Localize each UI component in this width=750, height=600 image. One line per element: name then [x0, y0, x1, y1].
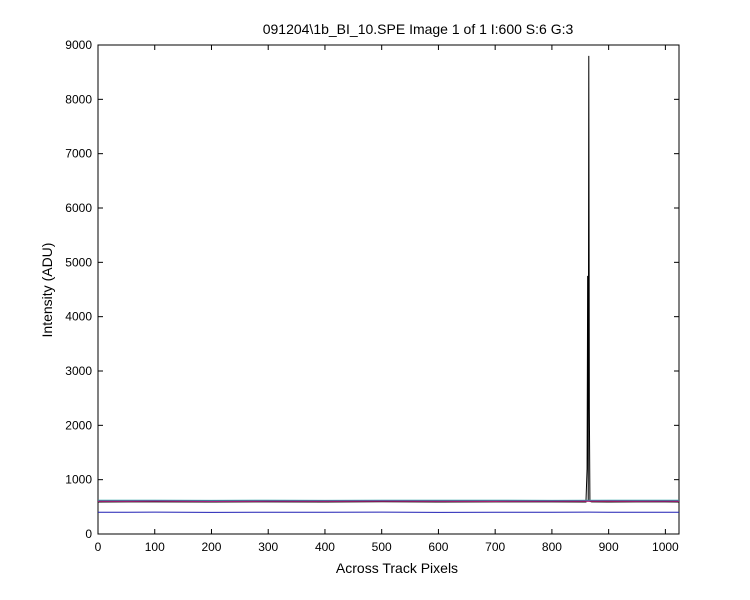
x-tick-label: 600 — [428, 540, 448, 554]
y-tick-label: 0 — [85, 527, 92, 541]
y-tick-label: 7000 — [65, 147, 92, 161]
y-tick-label: 3000 — [65, 364, 92, 378]
x-tick-label: 700 — [485, 540, 505, 554]
y-tick-label: 4000 — [65, 310, 92, 324]
plot-area — [97, 44, 680, 535]
x-tick-label: 300 — [258, 540, 278, 554]
series-layer — [97, 55, 680, 513]
x-axis-label: Across Track Pixels — [336, 560, 458, 576]
chart-title: 091204\1b_BI_10.SPE Image 1 of 1 I:600 S… — [263, 21, 574, 37]
x-tick-label: 1000 — [652, 540, 679, 554]
y-axis-label: Intensity (ADU) — [39, 243, 55, 338]
y-axis: 0 1000 2000 3000 4000 5000 6000 7000 8000 9000 — [65, 38, 679, 541]
y-tick-label: 1000 — [65, 473, 92, 487]
x-tick-label: 900 — [599, 540, 619, 554]
y-tick-label: 5000 — [65, 255, 92, 269]
x-tick-label: 400 — [315, 540, 335, 554]
x-tick-label: 0 — [95, 540, 102, 554]
y-tick-label: 8000 — [65, 92, 92, 106]
x-tick-label: 500 — [372, 540, 392, 554]
x-axis: 0 100 200 300 400 500 600 700 800 900 1000 — [95, 45, 679, 554]
y-tick-label: 6000 — [65, 201, 92, 215]
x-tick-label: 100 — [145, 540, 165, 554]
x-tick-label: 200 — [201, 540, 221, 554]
y-tick-label: 2000 — [65, 418, 92, 432]
y-tick-label: 9000 — [65, 38, 92, 52]
plot-frame — [97, 44, 680, 535]
x-tick-label: 800 — [542, 540, 562, 554]
